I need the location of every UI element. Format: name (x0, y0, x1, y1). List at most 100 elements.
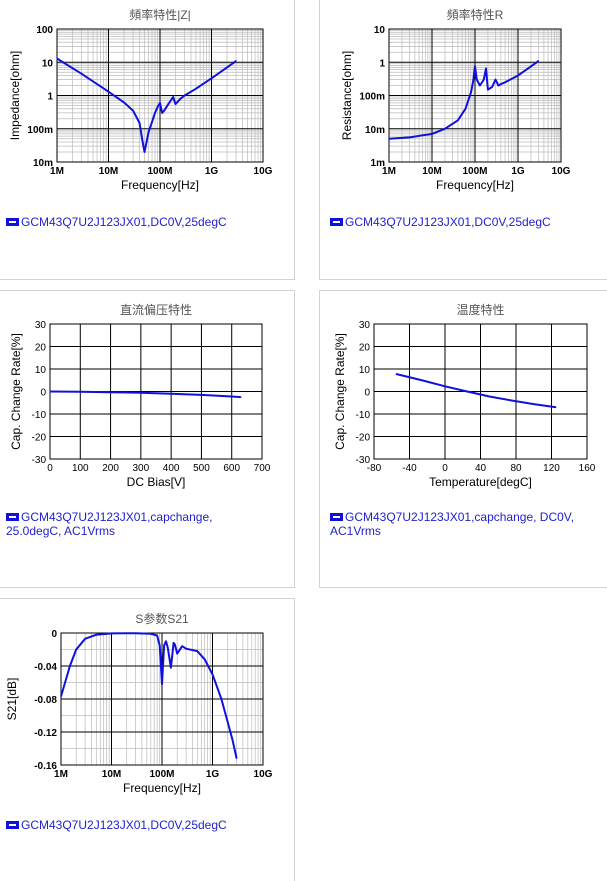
grid (56, 28, 264, 163)
plot-frame (388, 28, 562, 163)
data-point (466, 390, 468, 393)
x-tick-label: 160 (579, 463, 596, 474)
x-tick-label: 120 (543, 463, 560, 474)
y-tick-label: -20 (356, 433, 371, 444)
y-tick-label: 20 (35, 343, 47, 354)
x-tick-label: 0 (47, 463, 53, 474)
data-point (150, 633, 152, 635)
x-tick-label: 10M (102, 769, 121, 780)
data-point (123, 101, 125, 103)
legend-swatch-icon (6, 512, 19, 521)
grid (373, 323, 588, 460)
x-tick-label: 10G (254, 769, 273, 780)
chart-title: 温度特性 (456, 302, 504, 317)
series-line (56, 57, 237, 153)
y-tick-label: 20 (359, 343, 371, 354)
y-tick-label: 1 (47, 92, 53, 103)
data-point (504, 81, 506, 83)
y-tick-label: -0.16 (34, 761, 57, 772)
y-tick-label: 10m (365, 125, 385, 136)
data-point (163, 110, 165, 112)
data-point (135, 632, 137, 634)
y-tick-label: 30 (35, 320, 47, 331)
temperature-legend: GCM43Q7U2J123JX01,capchange, DC0V, AC1Vr… (330, 510, 602, 538)
x-tick-label: 10M (99, 166, 118, 177)
data-point (235, 60, 237, 62)
data-point (537, 60, 540, 62)
chart-title: 頻率特性|Z| (129, 7, 191, 22)
data-point (79, 391, 81, 393)
x-axis-label: Frequency[Hz] (436, 178, 514, 192)
data-point (84, 638, 86, 640)
x-tick-label: 1G (205, 166, 219, 177)
data-point (240, 396, 242, 398)
data-point (511, 399, 513, 402)
data-point (457, 119, 459, 121)
x-tick-label: -40 (402, 463, 417, 474)
data-point (395, 373, 397, 375)
legend-label: GCM43Q7U2J123JX01,capchange, DC0V, AC1Vr… (330, 510, 575, 538)
legend-label: GCM43Q7U2J123JX01,DC0V,25degC (21, 818, 227, 832)
data-point (161, 112, 163, 114)
y-tick-label: 0 (364, 388, 370, 399)
data-point (156, 634, 158, 637)
x-tick-label: 10M (422, 166, 441, 177)
y-axis-label: Resistance[ohm] (340, 51, 354, 140)
y-tick-label: 10 (374, 25, 386, 36)
data-point (165, 640, 167, 642)
data-point (181, 645, 183, 647)
data-point (494, 79, 497, 81)
x-tick-label: 1M (50, 166, 64, 177)
data-point (408, 136, 411, 138)
temperature-chart: 温度特性 -80 -40 0 40 80 120 160 30 20 10 0 -10 -20 -30 Tem… (333, 302, 596, 489)
data-point (470, 92, 472, 94)
data-point (196, 650, 198, 652)
data-point (472, 81, 474, 83)
y-tick-label: 1 (379, 58, 385, 69)
x-tick-label: 100 (72, 463, 89, 474)
legend-swatch-icon (6, 820, 19, 829)
y-tick-label: 100 (36, 25, 53, 36)
impedance-legend: GCM43Q7U2J123JX01,DC0V,25degC (6, 215, 291, 229)
legend-label: GCM43Q7U2J123JX01,DC0V,25degC (345, 215, 551, 229)
data-point (231, 395, 233, 398)
chart-title: 頻率特性R (447, 7, 504, 22)
y-tick-label: -10 (356, 410, 371, 421)
x-axis-label: Frequency[Hz] (121, 178, 199, 192)
data-point (157, 106, 159, 108)
impedance-chart: 頻率特性|Z| 1M 10M 100M 1G 10G 100 10 1 100m 10m Freque… (8, 7, 273, 192)
y-tick-label: 10 (359, 365, 371, 376)
data-point (107, 91, 110, 93)
x-tick-label: -80 (367, 463, 382, 474)
data-point (200, 394, 202, 396)
data-point (170, 393, 172, 395)
data-point (483, 79, 485, 81)
data-point (444, 128, 446, 130)
data-point (474, 65, 476, 67)
y-tick-label: -0.08 (34, 695, 57, 706)
y-tick-label: 1m (371, 158, 386, 169)
data-point (491, 86, 493, 88)
data-point (174, 643, 176, 646)
series-line (388, 60, 540, 140)
data-point (95, 634, 97, 636)
data-point (167, 647, 169, 649)
data-point (479, 84, 481, 87)
x-tick-label: 10G (254, 166, 273, 177)
data-point (444, 385, 446, 387)
x-tick-label: 100M (462, 166, 487, 177)
y-tick-label: 0 (40, 388, 46, 399)
y-tick-label: 30 (359, 320, 371, 331)
data-point (168, 102, 170, 104)
data-point (140, 392, 142, 394)
y-tick-label: 10 (42, 58, 54, 69)
y-tick-label: 0 (51, 629, 57, 640)
y-tick-label: -30 (356, 455, 371, 466)
data-point (464, 108, 467, 110)
data-point (185, 648, 187, 650)
data-point (488, 395, 490, 398)
data-point (195, 88, 197, 90)
legend-swatch-icon (6, 217, 19, 226)
data-point (159, 102, 161, 104)
dcbias-legend: GCM43Q7U2J123JX01,capchange, 25.0degC, A… (6, 510, 246, 538)
